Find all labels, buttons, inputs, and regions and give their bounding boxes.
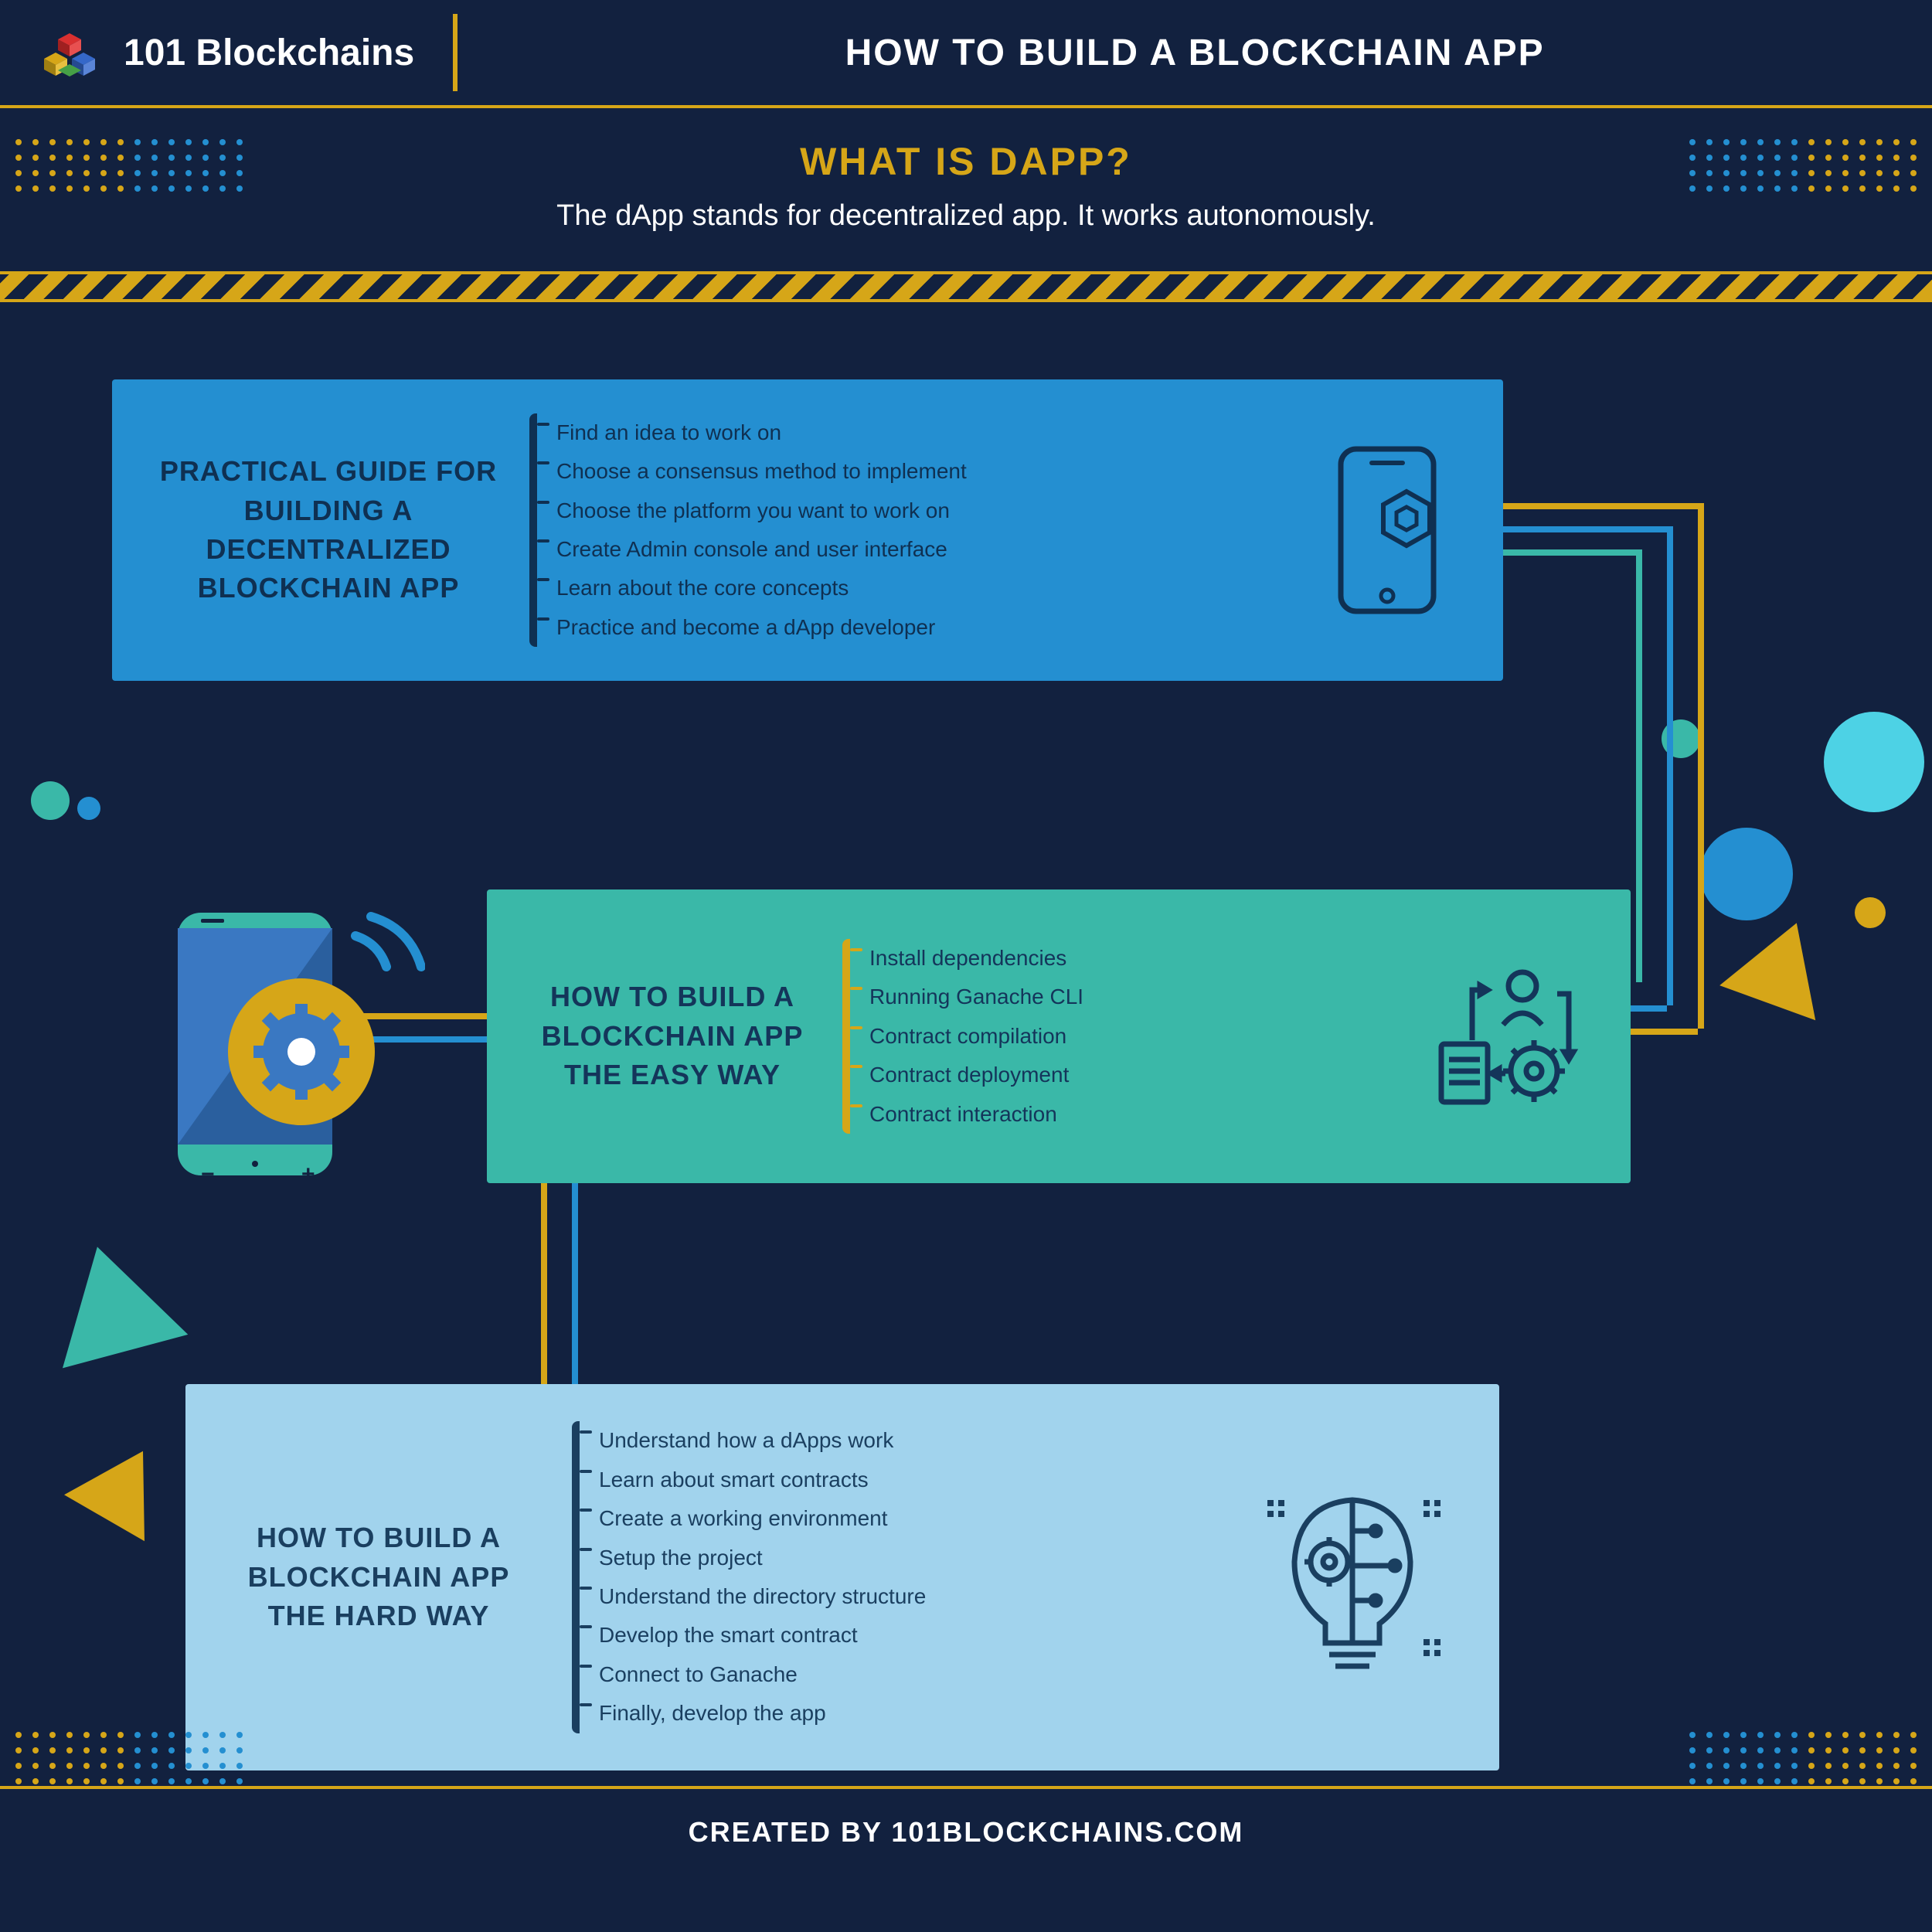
card2-list: Install dependenciesRunning Ganache CLIC… <box>850 939 1083 1134</box>
svg-text:+: + <box>301 1162 315 1187</box>
card1-list-wrap: Find an idea to work onChoose a consensu… <box>529 413 967 647</box>
intro-title: WHAT IS DAPP? <box>0 139 1932 184</box>
list-item: Install dependencies <box>850 939 1083 978</box>
footer: CREATED BY 101BLOCKCHAINS.COM <box>0 1786 1932 1876</box>
logo-section: 101 Blockchains <box>0 14 457 91</box>
list-item: Find an idea to work on <box>537 413 967 452</box>
list-item: Create a working environment <box>580 1499 926 1538</box>
list-item: Develop the smart contract <box>580 1616 926 1655</box>
list-item: Understand how a dApps work <box>580 1421 926 1460</box>
footer-text: CREATED BY 101BLOCKCHAINS.COM <box>689 1816 1244 1848</box>
list-item: Connect to Ganache <box>580 1655 926 1694</box>
list-item: Learn about the core concepts <box>537 569 967 607</box>
logo-icon <box>39 22 100 83</box>
list-item: Choose the platform you want to work on <box>537 492 967 530</box>
list-item: Choose a consensus method to implement <box>537 452 967 491</box>
card2-list-wrap: Install dependenciesRunning Ganache CLIC… <box>842 939 1083 1134</box>
list-item: Contract interaction <box>850 1095 1083 1134</box>
svg-text:−: − <box>201 1162 215 1187</box>
card1-list: Find an idea to work onChoose a consensu… <box>537 413 967 647</box>
card3-list: Understand how a dApps workLearn about s… <box>580 1421 926 1733</box>
list-item: Learn about smart contracts <box>580 1461 926 1499</box>
page-title: HOW TO BUILD A BLOCKCHAIN APP <box>457 32 1932 74</box>
logo-text: 101 Blockchains <box>124 32 414 74</box>
card1-title: PRACTICAL GUIDE FOR BUILDING A DECENTRAL… <box>158 452 498 608</box>
card3-title: HOW TO BUILD A BLOCKCHAIN APP THE HARD W… <box>232 1519 526 1635</box>
intro-section: WHAT IS DAPP? The dApp stands for decent… <box>0 108 1932 271</box>
phone-gear-graphic: − + <box>100 874 425 1199</box>
list-item: Contract deployment <box>850 1056 1083 1094</box>
list-item: Finally, develop the app <box>580 1694 926 1733</box>
card2-title: HOW TO BUILD A BLOCKCHAIN APP THE EASY W… <box>533 978 811 1094</box>
main-content: PRACTICAL GUIDE FOR BUILDING A DECENTRAL… <box>0 302 1932 1786</box>
list-item: Contract compilation <box>850 1017 1083 1056</box>
dot-pattern-bottom-left <box>15 1732 243 1770</box>
list-item: Running Ganache CLI <box>850 978 1083 1016</box>
header: 101 Blockchains HOW TO BUILD A BLOCKCHAI… <box>0 0 1932 108</box>
list-item: Understand the directory structure <box>580 1577 926 1616</box>
card-hard-way: HOW TO BUILD A BLOCKCHAIN APP THE HARD W… <box>185 1384 1499 1770</box>
list-item: Practice and become a dApp developer <box>537 608 967 647</box>
list-item: Create Admin console and user interface <box>537 530 967 569</box>
intro-text: The dApp stands for decentralized app. I… <box>0 199 1932 233</box>
phone-shield-icon <box>1325 441 1457 619</box>
list-item: Setup the project <box>580 1539 926 1577</box>
card-practical-guide: PRACTICAL GUIDE FOR BUILDING A DECENTRAL… <box>112 379 1503 681</box>
card-easy-way: HOW TO BUILD A BLOCKCHAIN APP THE EASY W… <box>487 889 1631 1183</box>
person-gear-icon <box>1414 951 1584 1121</box>
card3-list-wrap: Understand how a dApps workLearn about s… <box>572 1421 926 1733</box>
bulb-circuit-icon <box>1252 1477 1453 1678</box>
striped-divider <box>0 271 1932 302</box>
dot-pattern-bottom-right <box>1689 1732 1917 1770</box>
